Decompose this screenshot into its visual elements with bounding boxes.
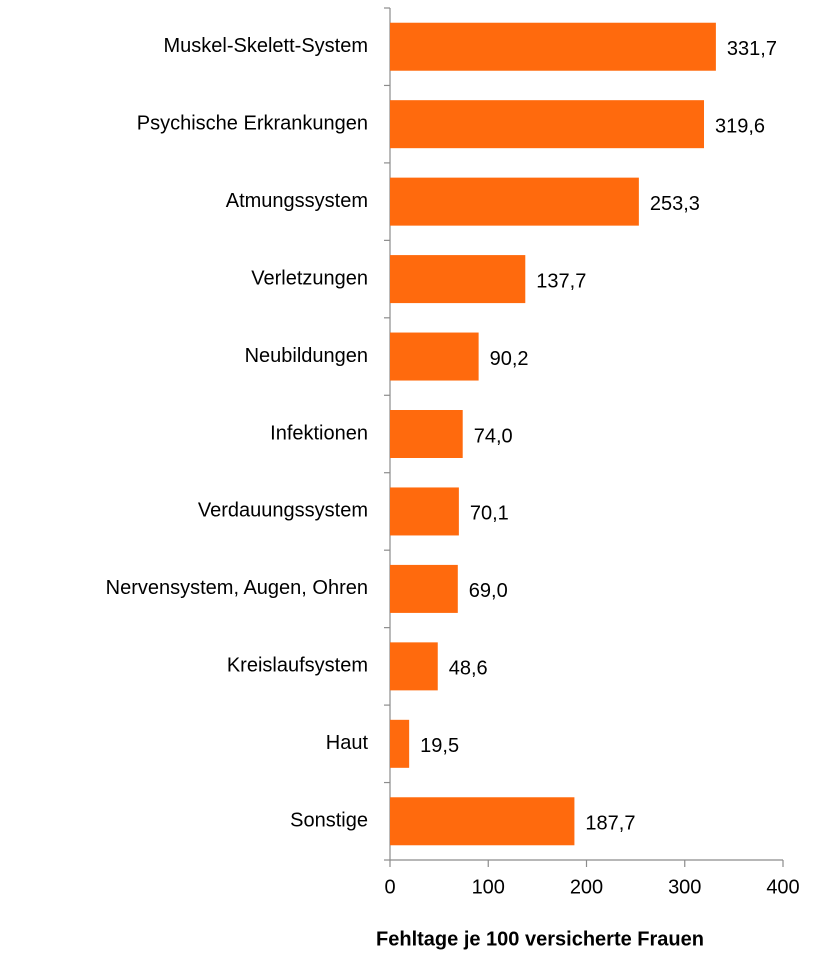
bar [390,100,705,149]
y-tick-label: Muskel-Skelett-System [164,35,369,57]
y-tick-label: Haut [326,732,369,754]
x-tick-label: 100 [472,876,505,898]
y-tick-label: Atmungssystem [226,190,368,212]
value-label: 253,3 [650,193,700,215]
bar [390,797,575,846]
bar [390,332,479,381]
value-label: 70,1 [470,503,509,525]
y-tick-label: Psychische Erkrankungen [137,112,368,134]
bar [390,487,459,536]
bar [390,22,716,71]
value-label: 69,0 [469,580,508,602]
value-label: 19,5 [420,735,459,757]
value-label: 90,2 [490,348,529,370]
bar [390,719,410,768]
x-tick-label: 400 [766,876,799,898]
y-tick-label: Neubildungen [245,345,368,367]
value-label: 187,7 [585,813,635,835]
bar [390,564,458,613]
x-axis-label: Fehltage je 100 versicherte Frauen [376,928,704,950]
bar [390,642,438,691]
bar [390,177,639,226]
value-label: 137,7 [536,270,586,292]
y-tick-label: Verletzungen [251,267,368,289]
value-label: 74,0 [474,425,513,447]
x-tick-label: 0 [384,876,395,898]
x-tick-label: 300 [668,876,701,898]
value-label: 319,6 [715,115,765,137]
y-tick-label: Infektionen [270,422,368,444]
y-tick-label: Kreislaufsystem [227,655,368,677]
y-tick-label: Verdauungssystem [198,500,368,522]
y-tick-label: Nervensystem, Augen, Ohren [106,577,368,599]
bar [390,410,463,458]
value-label: 48,6 [449,658,488,680]
x-tick-label: 200 [570,876,603,898]
bar [390,255,526,304]
value-label: 331,7 [727,38,777,60]
y-tick-label: Sonstige [290,810,368,832]
